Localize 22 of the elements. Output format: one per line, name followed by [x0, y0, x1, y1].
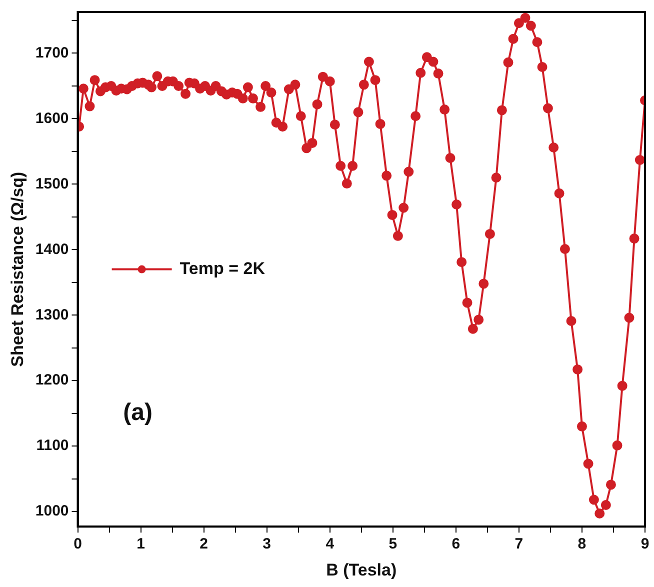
x-tick-label: 9 — [640, 536, 650, 553]
x-tick-label: 8 — [578, 536, 586, 553]
y-tick-label: 1700 — [35, 44, 69, 62]
y-tick-label: 1500 — [35, 175, 69, 192]
y-tick-label: 1000 — [35, 502, 69, 520]
annotation: (a) — [123, 399, 152, 426]
x-tick-label: 4 — [326, 536, 335, 553]
y-tick-label: 1100 — [36, 437, 69, 454]
x-tick-label: 2 — [200, 536, 208, 553]
x-tick-label: 3 — [262, 536, 272, 553]
x-tick-label: 6 — [452, 536, 460, 553]
x-axis-title: B (Tesla) — [326, 560, 397, 580]
legend-label: Temp = 2K — [180, 258, 266, 278]
y-tick-label: 1600 — [35, 110, 69, 127]
x-tick-label: 0 — [74, 536, 82, 553]
y-tick-label: 1200 — [35, 372, 69, 389]
y-axis-title: Sheet Resistance (Ω/sq) — [8, 172, 27, 367]
y-tick-label: 1400 — [35, 240, 69, 258]
x-tick-label: 5 — [388, 536, 398, 553]
x-tick-label: 1 — [136, 536, 145, 553]
x-tick-label: 7 — [514, 536, 524, 553]
y-tick-label: 1300 — [35, 306, 69, 324]
